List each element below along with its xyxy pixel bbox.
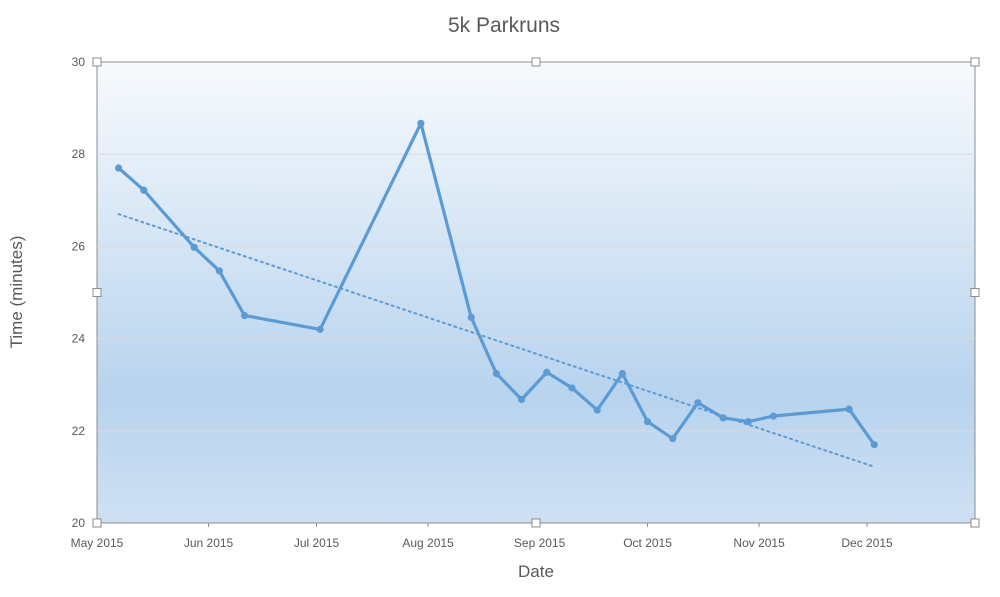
y-tick-label: 22: [72, 424, 86, 438]
x-tick-label: Sep 2015: [514, 536, 566, 550]
data-point: [240, 311, 249, 320]
x-tick-label: May 2015: [71, 536, 124, 550]
data-point: [114, 164, 123, 172]
x-tick-label: Oct 2015: [623, 536, 672, 550]
data-point: [467, 313, 475, 321]
resize-handle[interactable]: [970, 288, 980, 297]
data-point: [190, 243, 198, 251]
resize-handle[interactable]: [92, 518, 102, 528]
trendline: [117, 213, 876, 468]
resize-handle[interactable]: [92, 288, 102, 297]
y-tick-label: 20: [72, 516, 86, 530]
data-point: [215, 267, 223, 275]
data-point: [845, 405, 853, 413]
trend-line: [117, 213, 876, 468]
data-point: [719, 414, 727, 422]
resize-handle[interactable]: [970, 518, 980, 528]
data-point: [694, 399, 702, 407]
series-line: [116, 121, 876, 447]
chart-title: 5k Parkruns: [448, 14, 560, 37]
data-point: [543, 368, 551, 376]
gridlines: [97, 153, 975, 432]
data-point: [140, 186, 148, 194]
data-point: [769, 412, 778, 420]
data-point: [669, 435, 677, 443]
data-point: [618, 370, 626, 378]
y-tick-label: 30: [72, 55, 86, 69]
resize-handle[interactable]: [531, 518, 541, 528]
x-tick-label: Aug 2015: [402, 536, 454, 550]
resize-handle[interactable]: [531, 57, 541, 67]
selection-handles[interactable]: [92, 57, 980, 528]
plot-area: [96, 61, 976, 524]
resize-handle[interactable]: [92, 57, 102, 67]
data-point: [568, 384, 576, 392]
series: [114, 119, 878, 449]
x-tick-label: Jul 2015: [294, 536, 340, 550]
data-point: [643, 417, 652, 426]
x-axis-title: Date: [518, 562, 554, 581]
y-tick-label: 26: [72, 239, 86, 253]
data-point: [744, 417, 752, 426]
axes: 20 22 24 26 28 30 May 2015 Jun 2015 Jul 2015 Aug …: [71, 55, 893, 550]
y-tick-label: 24: [72, 332, 86, 346]
x-tick-label: Nov 2015: [733, 536, 785, 550]
resize-handle[interactable]: [970, 57, 980, 67]
y-axis-title: Time (minutes): [7, 236, 26, 349]
data-point: [593, 406, 601, 414]
y-tick-label: 28: [72, 147, 86, 161]
x-tick-label: Dec 2015: [841, 536, 893, 550]
data-point: [316, 325, 324, 333]
x-tick-label: Jun 2015: [184, 536, 234, 550]
data-point: [518, 395, 526, 404]
data-point: [492, 370, 501, 378]
data-point: [417, 119, 425, 127]
data-point: [870, 441, 878, 449]
